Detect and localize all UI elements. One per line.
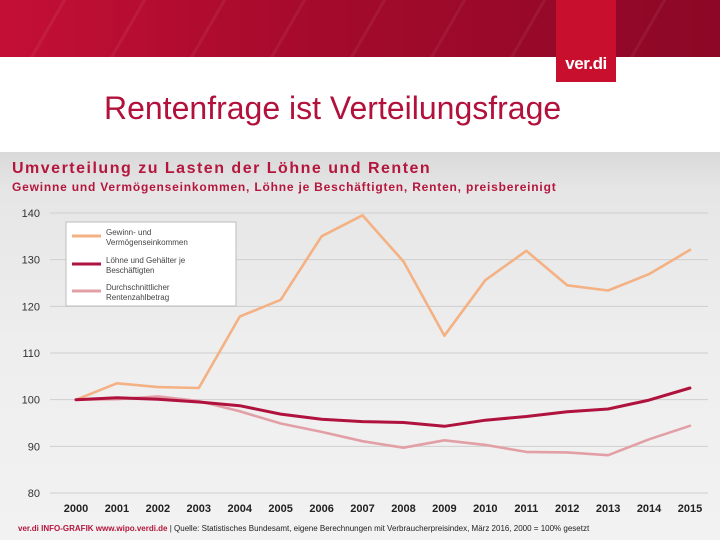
chart-subtitle: Gewinne und Vermögenseinkommen, Löhne je… [12, 180, 557, 194]
series-line [74, 386, 692, 428]
x-tick-label: 2012 [555, 503, 579, 515]
legend-label: Durchschnittlicher Rentenzahlbetrag [106, 283, 170, 302]
legend-label: Löhne und Gehälter je Beschäftigten [106, 256, 186, 275]
x-tick-label: 2003 [187, 503, 211, 515]
chart-title: Umverteilung zu Lasten der Löhne und Ren… [12, 160, 432, 177]
legend-label: Gewinn- und Vermögenseinkommen [106, 228, 188, 247]
series-line [74, 214, 692, 402]
series-line [74, 395, 692, 457]
x-tick-label: 2002 [146, 503, 170, 515]
verdi-logo: ver.di [556, 0, 616, 82]
slide-title: Rentenfrage ist Verteilungsfrage [104, 90, 562, 126]
y-tick-label: 120 [22, 301, 40, 313]
x-tick-label: 2014 [637, 503, 662, 515]
chart-footer: ver.di INFO-GRAFIK www.wipo.verdi.de | Q… [18, 524, 589, 533]
y-tick-label: 90 [28, 441, 40, 453]
footer-source: | Quelle: Statistisches Bundesamt, eigen… [169, 524, 590, 533]
x-tick-label: 2006 [309, 503, 333, 515]
y-tick-label: 140 [22, 208, 40, 220]
y-tick-label: 130 [22, 255, 40, 267]
x-tick-label: 2011 [514, 503, 538, 515]
y-tick-label: 100 [22, 395, 40, 407]
x-tick-label: 2010 [473, 503, 497, 515]
x-tick-label: 2009 [432, 503, 456, 515]
x-tick-label: 2007 [350, 503, 374, 515]
x-tick-label: 2008 [391, 503, 415, 515]
x-tick-label: 2013 [596, 503, 620, 515]
x-tick-label: 2015 [678, 503, 702, 515]
y-tick-label: 80 [28, 488, 40, 500]
x-tick-label: 2000 [64, 503, 88, 515]
logo-text: ver.di [565, 54, 607, 73]
x-tick-label: 2001 [105, 503, 129, 515]
footer-brand: ver.di INFO-GRAFIK www.wipo.verdi.de [18, 524, 168, 533]
y-tick-label: 110 [22, 348, 40, 360]
x-tick-label: 2004 [227, 503, 252, 515]
x-tick-label: 2005 [268, 503, 292, 515]
